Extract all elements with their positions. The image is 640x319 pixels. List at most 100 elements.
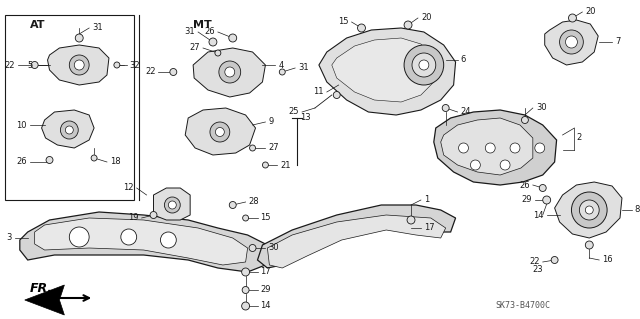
Circle shape	[407, 216, 415, 224]
Circle shape	[31, 62, 38, 69]
Polygon shape	[20, 212, 268, 272]
Text: 14: 14	[260, 301, 271, 310]
Circle shape	[586, 206, 593, 214]
Circle shape	[279, 69, 285, 75]
Text: 24: 24	[461, 108, 471, 116]
Text: 17: 17	[424, 224, 435, 233]
Circle shape	[579, 200, 599, 220]
Text: 31: 31	[92, 24, 103, 33]
Circle shape	[76, 34, 83, 42]
Circle shape	[543, 196, 550, 204]
Text: 19: 19	[128, 213, 139, 222]
Circle shape	[404, 21, 412, 29]
Circle shape	[500, 160, 510, 170]
Text: 7: 7	[615, 38, 620, 47]
Text: 25: 25	[289, 108, 299, 116]
Circle shape	[46, 157, 53, 164]
Circle shape	[458, 143, 468, 153]
Text: 6: 6	[461, 56, 466, 64]
Polygon shape	[434, 110, 557, 185]
Circle shape	[358, 24, 365, 32]
Circle shape	[210, 122, 230, 142]
Text: 22: 22	[4, 61, 15, 70]
Circle shape	[442, 105, 449, 112]
Text: 26: 26	[519, 181, 530, 189]
Circle shape	[470, 160, 481, 170]
Circle shape	[249, 244, 256, 251]
Circle shape	[209, 38, 217, 46]
Text: FR.: FR.	[29, 282, 53, 295]
Polygon shape	[555, 182, 622, 238]
Text: 31: 31	[298, 63, 308, 72]
Circle shape	[60, 121, 78, 139]
Circle shape	[333, 92, 340, 99]
Text: 8: 8	[635, 205, 640, 214]
Circle shape	[566, 36, 577, 48]
Circle shape	[164, 197, 180, 213]
Text: 3: 3	[6, 234, 12, 242]
Text: 29: 29	[260, 286, 271, 294]
Polygon shape	[545, 20, 598, 65]
Text: 30: 30	[268, 243, 279, 253]
Circle shape	[250, 145, 255, 151]
Circle shape	[510, 143, 520, 153]
Polygon shape	[332, 38, 434, 102]
Circle shape	[121, 229, 137, 245]
Text: 16: 16	[602, 256, 612, 264]
Circle shape	[404, 45, 444, 85]
Text: 15: 15	[260, 213, 271, 222]
Circle shape	[219, 61, 241, 83]
Circle shape	[243, 215, 248, 221]
Text: 17: 17	[260, 268, 271, 277]
Text: 32: 32	[130, 61, 140, 70]
Circle shape	[242, 268, 250, 276]
Text: 13: 13	[300, 114, 310, 122]
Text: 15: 15	[338, 18, 349, 26]
Circle shape	[485, 143, 495, 153]
Polygon shape	[35, 218, 248, 265]
Text: MT: MT	[193, 20, 212, 30]
Circle shape	[419, 60, 429, 70]
Circle shape	[168, 201, 176, 209]
Text: AT: AT	[29, 20, 45, 30]
Text: 18: 18	[110, 158, 120, 167]
Text: 27: 27	[189, 43, 200, 53]
Circle shape	[91, 155, 97, 161]
Text: 2: 2	[577, 133, 582, 143]
Circle shape	[65, 126, 74, 134]
Polygon shape	[47, 45, 109, 85]
Text: 20: 20	[421, 13, 431, 23]
Circle shape	[551, 256, 558, 263]
Circle shape	[215, 50, 221, 56]
Polygon shape	[257, 205, 456, 268]
Text: 11: 11	[314, 87, 324, 97]
Circle shape	[522, 116, 529, 123]
Circle shape	[568, 14, 577, 22]
Text: 22: 22	[145, 68, 156, 77]
Polygon shape	[193, 48, 266, 97]
Polygon shape	[42, 110, 94, 148]
Polygon shape	[319, 28, 456, 115]
Circle shape	[150, 211, 157, 219]
Polygon shape	[441, 118, 533, 175]
Circle shape	[242, 286, 249, 293]
Circle shape	[74, 60, 84, 70]
Text: 26: 26	[16, 158, 27, 167]
Circle shape	[114, 62, 120, 68]
Text: 28: 28	[248, 197, 259, 206]
Text: 22: 22	[529, 257, 540, 266]
Text: 1: 1	[424, 196, 429, 204]
Text: 14: 14	[533, 211, 544, 219]
Text: 31: 31	[184, 27, 195, 36]
Circle shape	[540, 184, 546, 191]
Text: 9: 9	[268, 117, 274, 127]
Circle shape	[586, 241, 593, 249]
Circle shape	[161, 232, 176, 248]
Text: 27: 27	[268, 144, 279, 152]
Circle shape	[412, 53, 436, 77]
Circle shape	[535, 143, 545, 153]
Circle shape	[262, 162, 268, 168]
Text: 29: 29	[522, 196, 532, 204]
Text: 26: 26	[204, 27, 215, 36]
Polygon shape	[268, 215, 445, 268]
